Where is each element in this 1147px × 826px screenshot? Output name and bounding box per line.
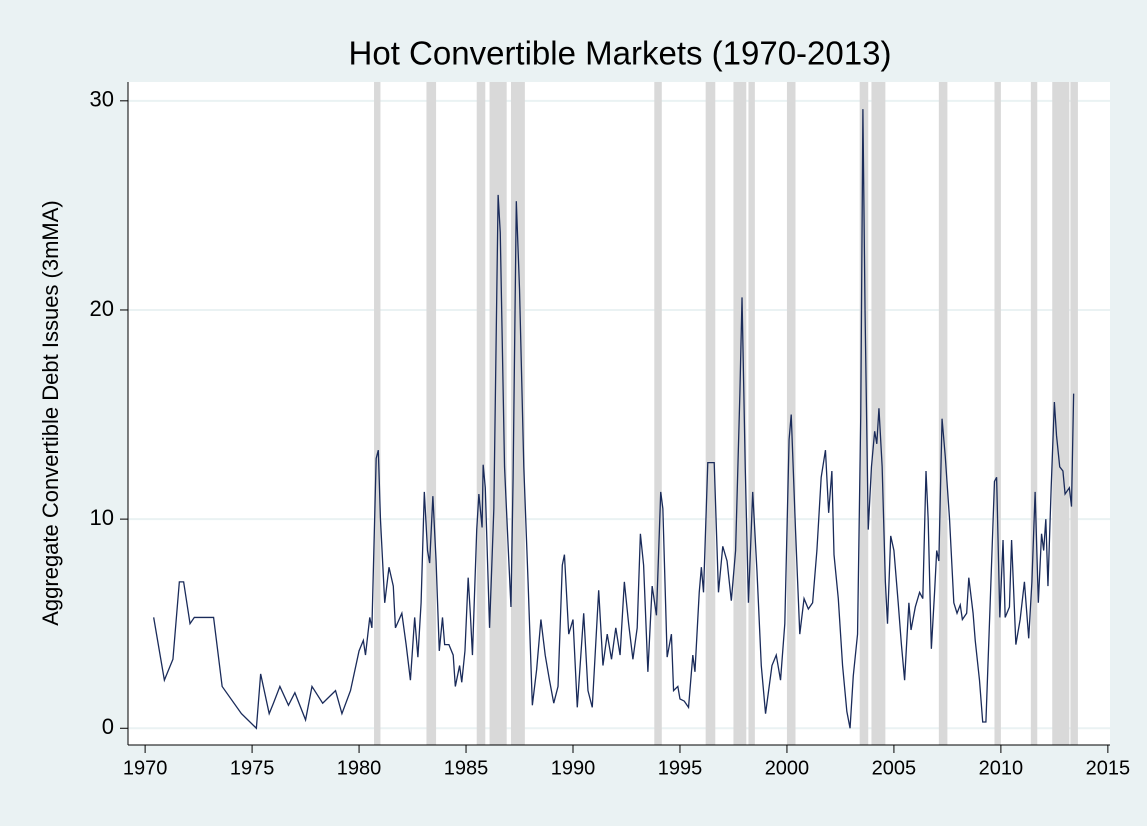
- chart-title: Hot Convertible Markets (1970-2013): [349, 35, 892, 72]
- shaded-period: [786, 82, 796, 745]
- y-tick-label: 10: [90, 505, 114, 530]
- shaded-period: [1070, 82, 1078, 745]
- shaded-period: [476, 82, 486, 745]
- shaded-period: [510, 82, 525, 745]
- shaded-period: [748, 82, 755, 745]
- x-tick-label: 2015: [1086, 757, 1131, 779]
- shaded-period: [1030, 82, 1038, 745]
- x-tick-label: 2005: [872, 757, 917, 779]
- shaded-period: [374, 82, 381, 745]
- y-tick-label: 0: [102, 714, 114, 739]
- shaded-period: [994, 82, 1001, 745]
- shaded-period: [705, 82, 716, 745]
- shaded-period: [426, 82, 437, 745]
- shaded-period: [859, 82, 869, 745]
- x-tick-label: 1995: [658, 757, 703, 779]
- shaded-period: [1052, 82, 1070, 745]
- shaded-period: [938, 82, 948, 745]
- x-tick-label: 2000: [765, 757, 810, 779]
- data-line: [153, 109, 1075, 730]
- y-tick-label: 30: [90, 87, 114, 112]
- y-axis-label: Aggregate Convertible Debt Issues (3mMA): [38, 200, 63, 626]
- x-tick-label: 1985: [444, 757, 489, 779]
- x-tick-label: 1980: [337, 757, 382, 779]
- x-tick-label: 1975: [230, 757, 275, 779]
- y-tick-label: 20: [90, 296, 114, 321]
- x-tick-label: 1970: [123, 757, 168, 779]
- x-tick-label: 2010: [979, 757, 1024, 779]
- shaded-period: [489, 82, 507, 745]
- x-tick-label: 1990: [551, 757, 596, 779]
- shaded-period: [654, 82, 662, 745]
